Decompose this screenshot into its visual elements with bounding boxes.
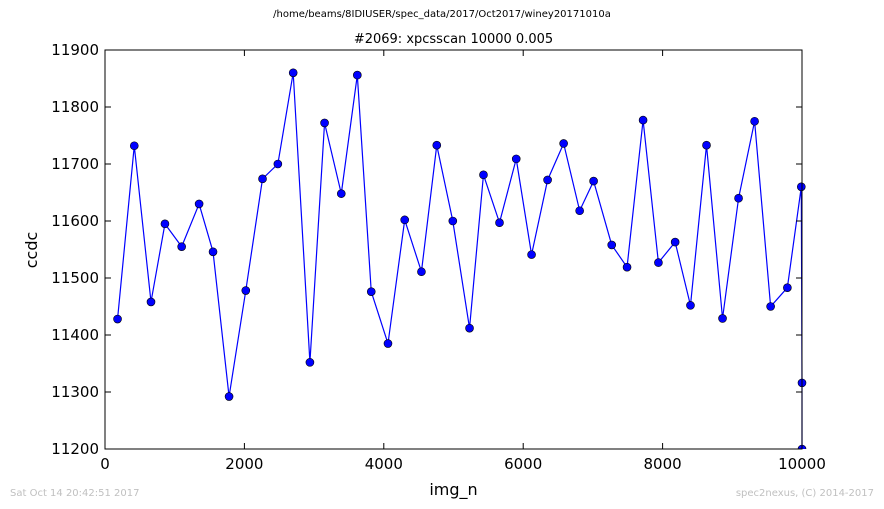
axis-ticks: 0 2000 4000 6000 8000 10000 11200 11300 11400 115… bbox=[51, 41, 826, 473]
data-point bbox=[670, 237, 680, 247]
data-point bbox=[353, 70, 362, 80]
y-tick-label: 11600 bbox=[51, 212, 99, 230]
y-tick-label: 11300 bbox=[51, 383, 99, 401]
data-point bbox=[241, 286, 251, 295]
data-point bbox=[734, 193, 743, 203]
data-point bbox=[527, 250, 536, 259]
series-line bbox=[116, 72, 803, 449]
y-tick-label: 11900 bbox=[51, 41, 99, 59]
data-point bbox=[288, 68, 298, 78]
plot-area bbox=[113, 68, 807, 449]
data-point bbox=[622, 262, 632, 272]
data-point bbox=[750, 116, 759, 126]
x-tick-label: 8000 bbox=[644, 455, 682, 473]
x-tick-label: 2000 bbox=[225, 455, 263, 473]
data-point bbox=[113, 314, 122, 324]
x-tick-label: 10000 bbox=[778, 455, 826, 473]
y-tick-label: 11400 bbox=[51, 326, 99, 344]
data-point bbox=[511, 154, 521, 164]
data-point bbox=[383, 339, 393, 348]
data-point bbox=[432, 140, 442, 150]
data-point bbox=[495, 218, 504, 228]
data-point bbox=[177, 242, 186, 251]
data-point bbox=[273, 159, 283, 169]
data-point bbox=[320, 118, 329, 128]
data-point bbox=[479, 170, 488, 180]
data-point bbox=[702, 140, 711, 150]
x-tick-label: 4000 bbox=[365, 455, 403, 473]
footer-timestamp: Sat Oct 14 20:42:51 2017 bbox=[10, 488, 140, 499]
x-tick-label: 0 bbox=[100, 455, 110, 473]
data-point bbox=[208, 247, 218, 257]
x-axis-label: img_n bbox=[429, 480, 477, 500]
data-point bbox=[796, 182, 806, 192]
chart-title: #2069: xpcsscan 10000 0.005 bbox=[354, 32, 553, 47]
data-point bbox=[129, 141, 139, 151]
data-point bbox=[465, 323, 474, 333]
data-point bbox=[543, 175, 552, 185]
data-point bbox=[417, 267, 426, 277]
data-point bbox=[305, 358, 315, 367]
footer-credit: spec2nexus, (C) 2014-2017 bbox=[735, 488, 874, 499]
data-point bbox=[766, 302, 775, 311]
y-tick-label: 11500 bbox=[51, 269, 99, 287]
data-point bbox=[559, 139, 568, 148]
data-point bbox=[400, 215, 410, 225]
data-point bbox=[654, 258, 663, 267]
data-point bbox=[336, 189, 346, 198]
y-tick-label: 11800 bbox=[51, 98, 99, 116]
data-point bbox=[160, 219, 170, 229]
figure-supertitle: /home/beams/8IDIUSER/spec_data/2017/Oct2… bbox=[273, 9, 611, 20]
y-tick-label: 11200 bbox=[51, 440, 99, 458]
y-axis-label: ccdc bbox=[22, 232, 41, 269]
data-point bbox=[686, 301, 695, 310]
plot-frame bbox=[104, 49, 803, 450]
y-tick-label: 11700 bbox=[51, 155, 99, 173]
x-tick-label: 6000 bbox=[504, 455, 542, 473]
data-point bbox=[258, 174, 267, 184]
data-point bbox=[146, 297, 156, 307]
data-point bbox=[448, 216, 458, 226]
data-point bbox=[366, 287, 376, 296]
data-point bbox=[224, 392, 234, 401]
data-point bbox=[718, 314, 727, 323]
data-point bbox=[607, 240, 617, 250]
data-point bbox=[638, 115, 648, 125]
data-point bbox=[783, 283, 792, 292]
data-point bbox=[589, 176, 598, 186]
data-point bbox=[575, 206, 584, 216]
data-point bbox=[194, 199, 204, 209]
